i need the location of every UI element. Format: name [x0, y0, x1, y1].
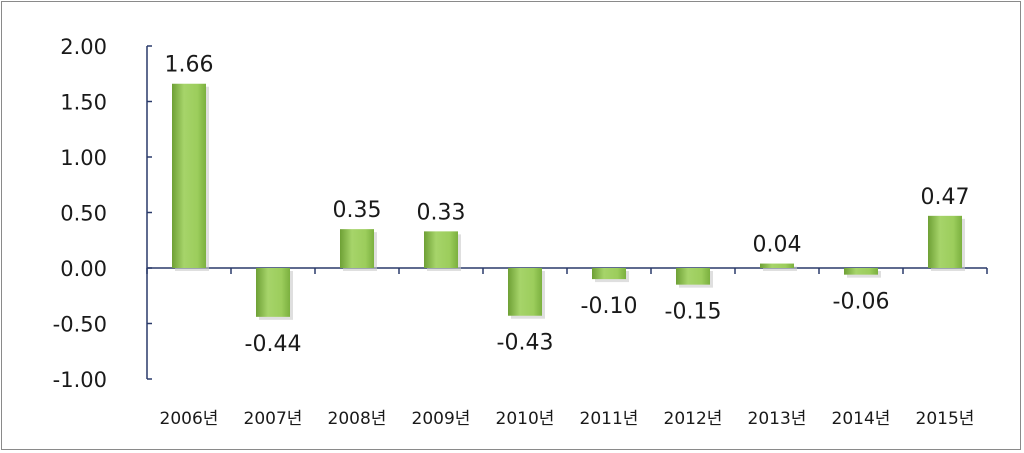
bar — [592, 268, 626, 280]
data-label: -0.06 — [833, 290, 890, 315]
x-tick-label: 2009년 — [412, 409, 471, 429]
x-tick-label: 2011년 — [580, 409, 639, 429]
data-label: 0.04 — [753, 233, 802, 258]
bar-shadow — [763, 266, 797, 271]
data-label: 0.35 — [333, 198, 382, 223]
y-tick-label: 0.00 — [60, 257, 107, 281]
bar — [928, 215, 962, 268]
data-label: 1.66 — [165, 53, 214, 78]
bar — [508, 268, 542, 316]
y-tick-label: 1.50 — [60, 91, 107, 115]
data-label: -0.15 — [665, 300, 722, 325]
bar — [760, 263, 794, 268]
bar — [676, 268, 710, 285]
bar — [340, 229, 374, 268]
x-tick-label: 2012년 — [664, 409, 723, 429]
bar — [424, 231, 458, 268]
data-label: -0.44 — [245, 332, 302, 357]
x-tick-label: 2014년 — [832, 409, 891, 429]
x-tick-label: 2010년 — [496, 409, 555, 429]
y-tick-label: -0.50 — [53, 313, 107, 337]
x-tick-label: 2008년 — [328, 409, 387, 429]
y-tick-label: 0.50 — [60, 202, 107, 226]
data-label: 0.47 — [921, 185, 970, 210]
data-label: -0.43 — [497, 331, 554, 356]
y-tick-label: 2.00 — [60, 35, 107, 59]
bar — [172, 83, 206, 269]
x-tick-label: 2013년 — [748, 409, 807, 429]
y-tick-label: -1.00 — [53, 368, 107, 392]
labels: 1.66 2006년 -0.44 2007년 0.35 2008년 0.33 2009년 -0.… — [160, 53, 975, 429]
x-tick-label: 2015년 — [916, 409, 975, 429]
bar — [844, 268, 878, 275]
axes: 2.00 1.50 1.00 0.50 0.00 -0.50 -1.00 — [53, 35, 988, 392]
data-label: 0.33 — [417, 200, 466, 225]
bar — [256, 268, 290, 317]
data-label: -0.10 — [581, 294, 638, 319]
bars — [172, 83, 965, 320]
y-tick-label: 1.00 — [60, 146, 107, 170]
x-tick-label: 2007년 — [244, 409, 303, 429]
x-tick-label: 2006년 — [160, 409, 219, 429]
